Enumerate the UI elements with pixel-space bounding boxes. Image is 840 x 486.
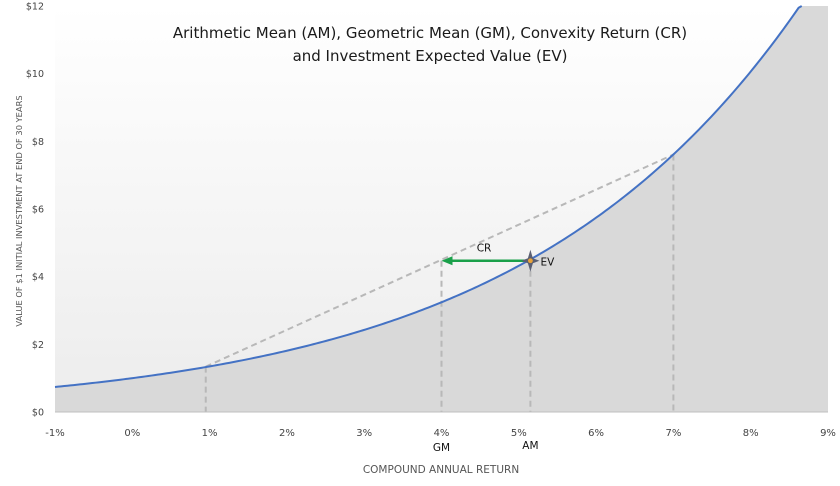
x-tick-label: 8%	[743, 428, 759, 439]
value-curve	[54, 5, 803, 388]
x-axis-label: COMPOUND ANNUAL RETURN	[363, 464, 519, 476]
x-axis-ticks: -1% 0% 1% 2% 3% 4% 5% 6% 7% 8% 9%	[45, 428, 836, 439]
annotation-gm: GM	[433, 442, 450, 454]
x-tick-label: -1%	[45, 428, 64, 439]
chord-line	[205, 153, 674, 368]
y-tick-label: $12	[26, 2, 44, 13]
y-tick-label: $6	[32, 205, 44, 216]
chart-title-line-2: and Investment Expected Value (EV)	[293, 47, 568, 65]
annotation-ev: EV	[540, 256, 555, 268]
x-tick-label: 7%	[665, 428, 681, 439]
dashed-guides	[204, 154, 675, 412]
x-tick-label: 6%	[588, 428, 604, 439]
ev-marker	[521, 249, 540, 272]
x-tick-label: 2%	[279, 428, 295, 439]
x-tick-label: 3%	[356, 428, 372, 439]
x-tick-label: 0%	[124, 428, 140, 439]
y-tick-label: $10	[26, 69, 44, 80]
y-axis-ticks: $0 $2 $4 $6 $8 $10 $12	[26, 2, 44, 419]
y-tick-label: $4	[32, 272, 44, 283]
y-tick-label: $0	[32, 408, 44, 419]
chart-title-line-1: Arithmetic Mean (AM), Geometric Mean (GM…	[173, 24, 687, 42]
y-tick-label: $8	[32, 137, 44, 148]
annotation-cr: CR	[477, 242, 492, 254]
y-axis-label: VALUE OF $1 INITIAL INVESTMENT AT END OF…	[14, 95, 24, 326]
x-tick-label: 4%	[434, 428, 450, 439]
area-under-curve	[55, 6, 828, 412]
annotation-am: AM	[522, 440, 538, 452]
x-tick-label: 9%	[820, 428, 836, 439]
ev-dot	[527, 258, 533, 264]
y-tick-label: $2	[32, 340, 44, 351]
x-tick-label: 5%	[511, 428, 527, 439]
x-tick-label: 1%	[202, 428, 218, 439]
convexity-arrow-head	[441, 256, 453, 266]
